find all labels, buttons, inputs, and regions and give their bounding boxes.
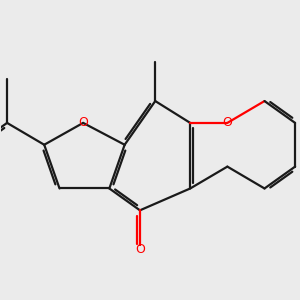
Text: O: O xyxy=(135,243,145,256)
Text: O: O xyxy=(78,116,88,129)
Text: O: O xyxy=(222,116,232,129)
